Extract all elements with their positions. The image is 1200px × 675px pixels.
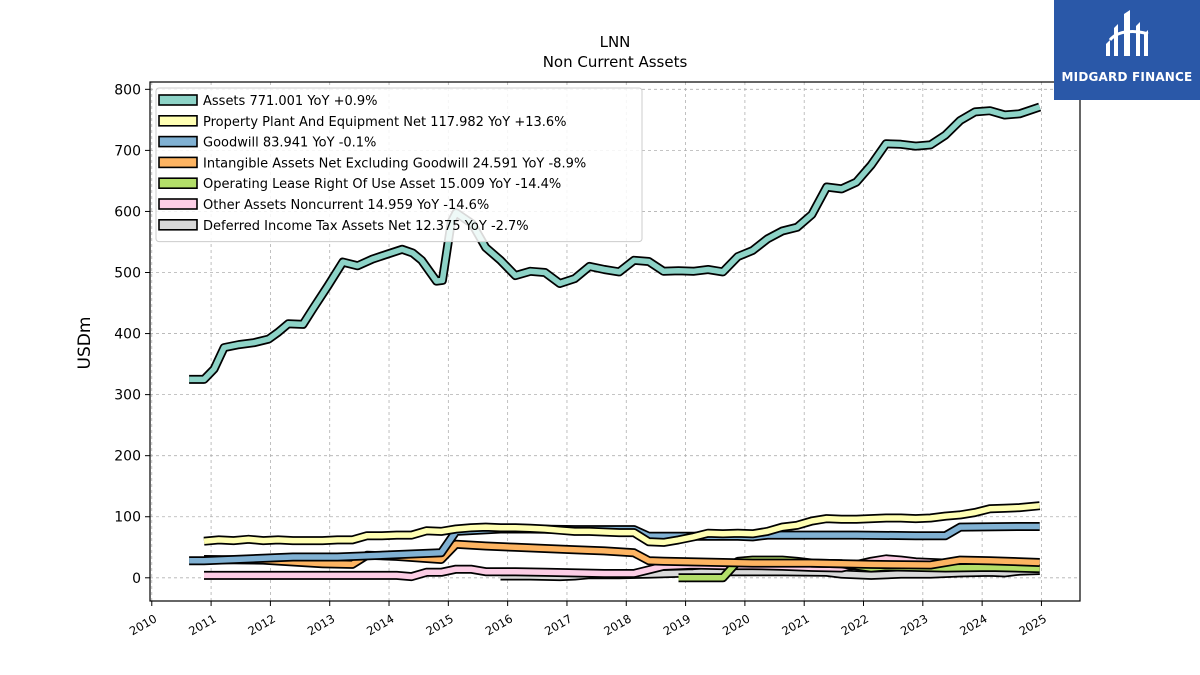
legend-swatch bbox=[158, 156, 198, 169]
x-tick-label: 2019 bbox=[661, 611, 693, 638]
x-tick-label: 2018 bbox=[601, 611, 633, 638]
x-tick-label: 2020 bbox=[720, 611, 752, 638]
series-line bbox=[204, 556, 1040, 580]
legend-swatch bbox=[158, 219, 198, 231]
legend-swatch bbox=[158, 94, 198, 106]
x-tick-label: 2011 bbox=[186, 611, 218, 638]
x-tick-label: 2025 bbox=[1017, 611, 1049, 638]
legend-swatch bbox=[158, 115, 198, 127]
x-tick-label: 2017 bbox=[542, 611, 574, 638]
x-tick-label: 2014 bbox=[364, 611, 396, 638]
legend: Assets 771.001 YoY +0.9% Property Plant A… bbox=[155, 87, 643, 243]
x-tick-label: 2022 bbox=[839, 611, 871, 638]
y-tick-label: 200 bbox=[114, 449, 141, 465]
brand-logo: MIDGARD FINANCE bbox=[1054, 0, 1200, 100]
series-line bbox=[189, 104, 1041, 383]
y-tick-label: 600 bbox=[114, 204, 141, 220]
y-tick-label: 400 bbox=[114, 327, 141, 343]
y-tick-label: 500 bbox=[114, 266, 141, 282]
y-axis-label: USDm bbox=[75, 317, 95, 370]
x-tick-label: 2015 bbox=[423, 611, 455, 638]
legend-entry: Property Plant And Equipment Net 117.982… bbox=[203, 115, 567, 130]
brand-mark-icon bbox=[1106, 10, 1149, 56]
legend-entry: Other Assets Noncurrent 14.959 YoY -14.6… bbox=[203, 198, 489, 213]
y-tick-label: 0 bbox=[132, 571, 141, 587]
legend-swatch bbox=[158, 177, 198, 189]
x-tick-label: 2021 bbox=[779, 611, 811, 638]
y-tick-label: 800 bbox=[114, 82, 141, 98]
legend-swatch bbox=[158, 135, 198, 148]
x-tick-label: 2023 bbox=[898, 611, 930, 638]
x-tick-label: 2024 bbox=[957, 611, 989, 638]
legend-entry: Intangible Assets Net Excluding Goodwill… bbox=[203, 156, 586, 171]
legend-entry: Goodwill 83.941 YoY -0.1% bbox=[203, 136, 376, 151]
legend-entry: Operating Lease Right Of Use Asset 15.00… bbox=[203, 177, 561, 192]
x-tick-label: 2010 bbox=[127, 611, 159, 638]
x-tick-label: 2016 bbox=[483, 611, 515, 638]
brand-name: MIDGARD FINANCE bbox=[1061, 70, 1193, 84]
legend-entry: Deferred Income Tax Assets Net 12.375 Yo… bbox=[203, 219, 529, 234]
series-lines bbox=[189, 102, 1042, 583]
y-tick-label: 700 bbox=[114, 143, 141, 159]
legend-entry: Assets 771.001 YoY +0.9% bbox=[203, 94, 378, 109]
chart-subtitle: Non Current Assets bbox=[543, 53, 688, 71]
x-tick-label: 2012 bbox=[246, 611, 278, 638]
x-tick-label: 2013 bbox=[305, 611, 337, 638]
y-tick-label: 300 bbox=[114, 388, 141, 404]
legend-swatch bbox=[158, 198, 198, 210]
chart-title: LNN bbox=[600, 33, 631, 51]
y-tick-label: 100 bbox=[114, 510, 141, 526]
plot-frame bbox=[149, 81, 1081, 602]
legend-box bbox=[155, 87, 643, 243]
series-line bbox=[203, 502, 1040, 546]
